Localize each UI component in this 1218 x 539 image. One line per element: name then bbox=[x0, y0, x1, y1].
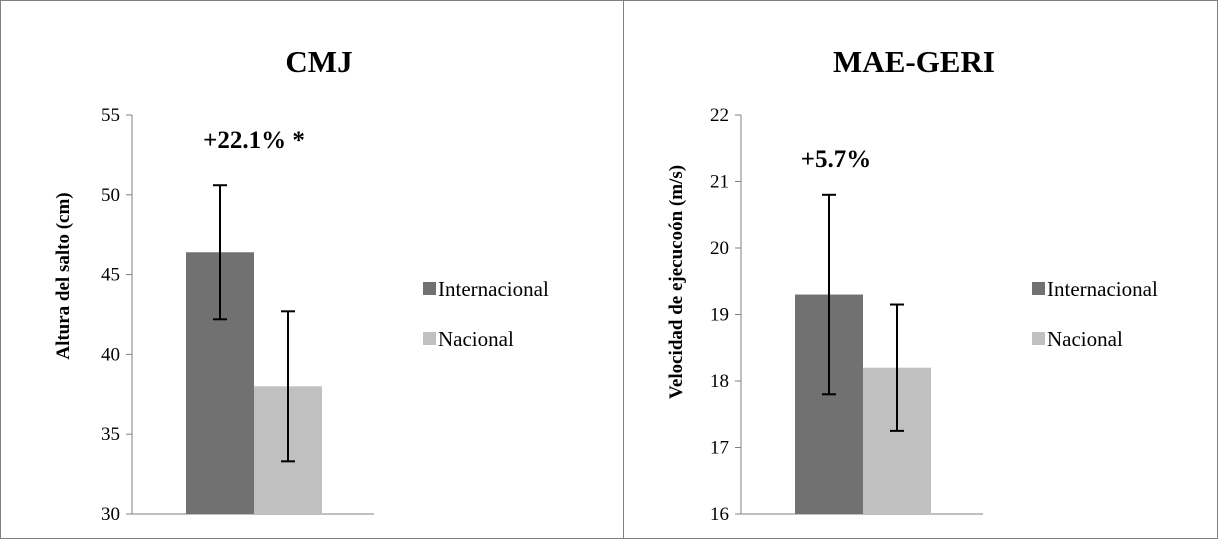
y-tick-label: 21 bbox=[710, 172, 729, 193]
legend-label-nacional: Nacional bbox=[438, 327, 514, 351]
chart-panel-mae-geri: MAE-GERI Velocidad de ejecucoón (m/s) +5… bbox=[666, 44, 1158, 525]
y-tick-label: 50 bbox=[101, 185, 120, 206]
chart-title: CMJ bbox=[285, 44, 352, 79]
y-tick-label: 55 bbox=[101, 105, 120, 126]
error-bar-nacional bbox=[281, 310, 295, 463]
chart-panel-cmj: CMJ Altura del salto (cm) +22.1% * 30 35 4… bbox=[53, 44, 549, 525]
y-tick-label: 16 bbox=[710, 504, 729, 525]
y-tick-label: 40 bbox=[101, 344, 120, 365]
legend-swatch-internacional bbox=[1032, 282, 1045, 295]
chart-title: MAE-GERI bbox=[833, 44, 995, 79]
legend-swatch-nacional bbox=[1032, 332, 1045, 345]
annotation-label: +5.7% bbox=[801, 146, 872, 173]
legend-label-nacional: Nacional bbox=[1047, 327, 1123, 351]
y-tick-label: 22 bbox=[710, 105, 729, 126]
y-axis-label: Velocidad de ejecucoón (m/s) bbox=[666, 165, 687, 399]
legend-label-internacional: Internacional bbox=[438, 277, 549, 301]
y-tick-label: 35 bbox=[101, 424, 120, 445]
legend-swatch-internacional bbox=[423, 282, 436, 295]
y-tick-label: 19 bbox=[710, 305, 729, 326]
y-tick-label: 17 bbox=[710, 438, 729, 459]
y-axis-label: Altura del salto (cm) bbox=[53, 192, 74, 359]
y-tick-label: 20 bbox=[710, 238, 729, 259]
y-tick-label: 45 bbox=[101, 265, 120, 286]
error-bar-nacional bbox=[890, 303, 904, 432]
annotation-label: +22.1% * bbox=[203, 127, 305, 154]
legend-swatch-nacional bbox=[423, 332, 436, 345]
y-tick-label: 30 bbox=[101, 504, 120, 525]
error-bar-internacional bbox=[213, 184, 227, 321]
legend-label-internacional: Internacional bbox=[1047, 277, 1158, 301]
y-tick-label: 18 bbox=[710, 371, 729, 392]
error-bar-internacional bbox=[822, 193, 836, 396]
